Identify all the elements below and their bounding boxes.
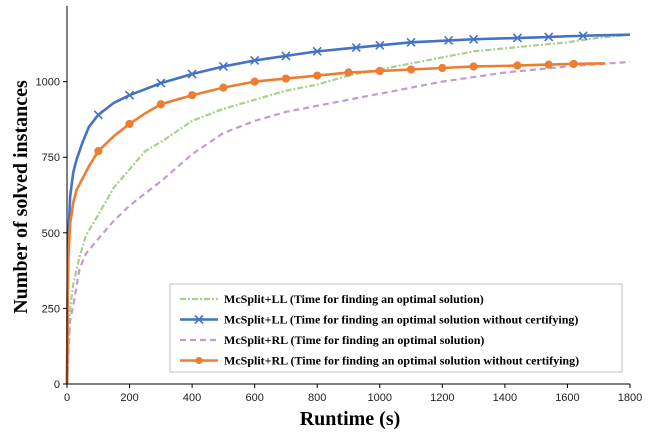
legend-label: McSplit+LL (Time for finding an optimal … (224, 313, 578, 327)
axes-layer (66, 6, 630, 385)
x-axis-title: Runtime (s) (300, 408, 401, 430)
series-3 (65, 60, 631, 385)
series-line (65, 60, 631, 385)
legend-box (169, 283, 623, 373)
data-point-marker (313, 71, 322, 80)
series-line (65, 62, 605, 385)
legend-item: McSplit+LL (Time for finding an optimal … (180, 313, 578, 327)
legend-label: McSplit+RL (Time for finding an optimal … (224, 354, 579, 368)
data-point-marker (406, 65, 416, 74)
data-point-marker (250, 77, 259, 86)
data-point-marker (513, 61, 522, 70)
data-point-marker (188, 91, 197, 100)
data-point-marker (94, 147, 103, 156)
data-point-marker (312, 46, 322, 56)
data-point-marker (544, 60, 553, 69)
data-point-marker (375, 40, 385, 50)
series-4 (65, 59, 605, 385)
data-point-marker (125, 119, 134, 129)
x-tick-label: 1800 (618, 392, 642, 404)
series-1 (65, 33, 631, 385)
x-tick-label: 1200 (430, 392, 454, 404)
legend-marker (194, 314, 204, 325)
x-tick-label: 800 (308, 392, 326, 404)
data-point-marker (375, 66, 384, 76)
legend: McSplit+LL (Time for finding an optimal … (169, 283, 623, 373)
x-tick-label: 1600 (555, 392, 579, 404)
data-point-marker (444, 35, 454, 46)
data-point-marker (156, 78, 166, 88)
x-tick-label: 0 (64, 392, 70, 404)
series-line (65, 33, 631, 385)
y-tick-label: 0 (54, 379, 60, 391)
data-point-marker (512, 33, 522, 43)
x-tick-label: 1400 (493, 392, 517, 404)
data-point-marker (250, 55, 260, 65)
data-point-marker (406, 37, 416, 47)
data-point-marker (569, 59, 578, 69)
data-point-marker (438, 63, 447, 73)
y-tick-label: 500 (42, 228, 60, 240)
legend-item: McSplit+RL (Time for finding an optimal … (180, 354, 579, 368)
y-axis-title: Number of solved instances (10, 80, 32, 314)
legend-item: McSplit+LL (Time for finding an optimal … (180, 292, 484, 306)
x-tick-label: 400 (183, 392, 201, 404)
data-point-marker (578, 31, 588, 41)
legend-item: McSplit+RL (Time for finding an optimal … (180, 333, 484, 347)
data-point-marker (219, 83, 228, 92)
series-2 (65, 31, 631, 385)
data-point-marker (187, 69, 197, 79)
data-point-marker (281, 51, 291, 61)
data-point-marker (469, 62, 478, 71)
data-point-marker (351, 43, 361, 53)
legend-label: McSplit+RL (Time for finding an optimal … (224, 333, 484, 347)
x-tick-label: 1000 (368, 392, 392, 404)
ticks-layer: 0 200 400 600 800 1000 1200 1400 1600 1800 0 250 500… (36, 77, 643, 404)
legend-label: McSplit+LL (Time for finding an optimal … (224, 292, 484, 306)
data-point-marker (156, 100, 165, 109)
data-point-marker (281, 74, 291, 83)
data-point-marker (218, 61, 228, 72)
x-tick-label: 200 (120, 392, 138, 404)
y-tick-label: 750 (42, 152, 60, 164)
series-layer (65, 31, 631, 385)
legend-marker (195, 356, 203, 365)
data-point-marker (344, 68, 353, 77)
data-point-marker (544, 32, 554, 42)
x-tick-label: 600 (245, 392, 263, 404)
data-point-marker (469, 34, 479, 44)
y-tick-label: 250 (42, 303, 60, 315)
data-point-marker (93, 110, 103, 120)
y-tick-label: 1000 (36, 77, 60, 89)
data-point-marker (124, 90, 135, 100)
